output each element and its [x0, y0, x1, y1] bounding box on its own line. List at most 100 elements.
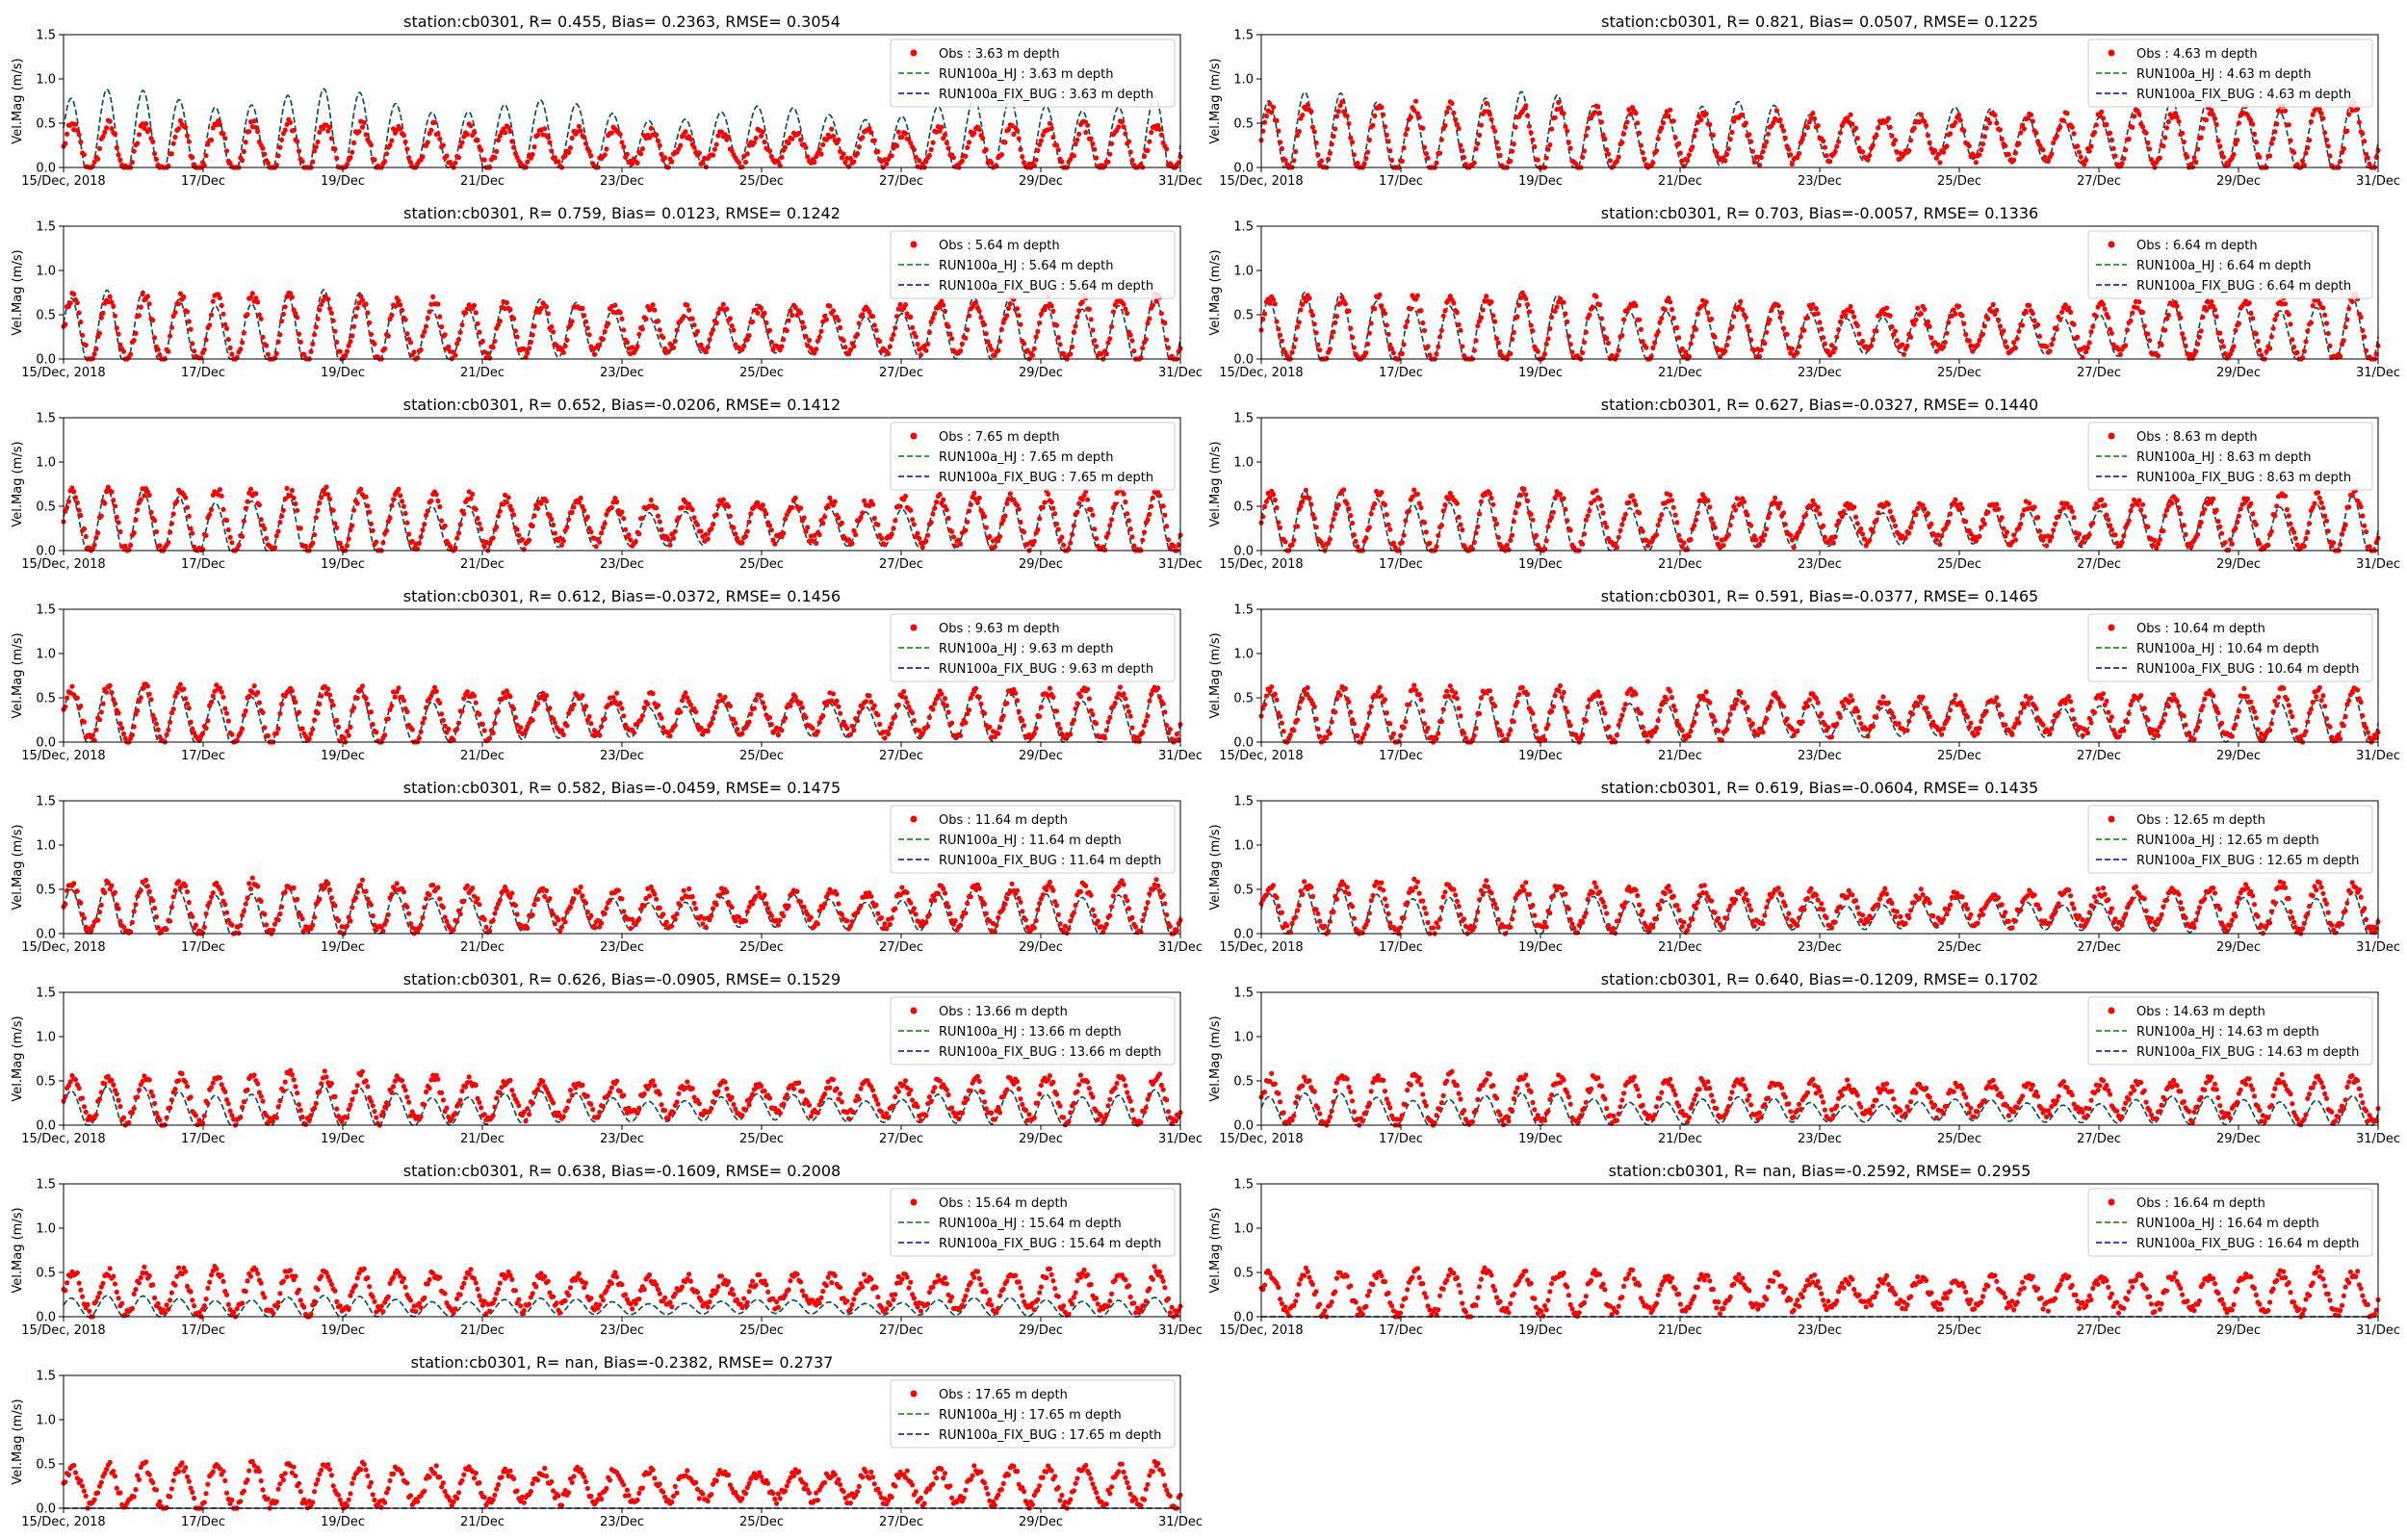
- obs-point: [2051, 140, 2057, 145]
- obs-point: [1333, 320, 1338, 325]
- obs-point: [1725, 146, 1731, 152]
- obs-point: [240, 158, 246, 164]
- obs-point: [1355, 732, 1360, 739]
- obs-point: [910, 710, 916, 716]
- obs-point: [982, 514, 988, 520]
- obs-point: [1514, 699, 1520, 706]
- obs-point: [2231, 151, 2237, 158]
- obs-point: [2130, 310, 2135, 316]
- obs-point: [525, 159, 531, 165]
- obs-point: [2100, 116, 2107, 121]
- obs-point: [368, 709, 374, 715]
- obs-point: [937, 491, 943, 498]
- obs-point: [860, 510, 866, 516]
- obs-point: [1088, 136, 1094, 141]
- obs-point: [1686, 152, 1692, 158]
- obs-point: [256, 700, 262, 706]
- obs-point: [459, 140, 465, 145]
- obs-point: [332, 146, 338, 152]
- obs-point: [606, 321, 611, 326]
- obs-point: [2363, 528, 2369, 535]
- obs-point: [2219, 338, 2225, 345]
- obs-point: [2104, 121, 2109, 128]
- obs-point: [895, 702, 901, 708]
- obs-point: [2255, 339, 2261, 345]
- obs-point: [385, 333, 391, 339]
- obs-point: [1053, 521, 1060, 526]
- obs-point: [1014, 128, 1021, 134]
- obs-point: [588, 721, 594, 727]
- obs-point: [1031, 346, 1037, 351]
- obs-point: [1695, 510, 1700, 516]
- obs-point: [1637, 317, 1643, 322]
- obs-point: [1071, 717, 1076, 723]
- obs-point: [96, 330, 103, 336]
- obs-point: [1961, 128, 1967, 134]
- obs-point: [310, 341, 316, 346]
- obs-point: [560, 349, 566, 355]
- obs-point: [1437, 150, 1443, 156]
- obs-point: [966, 508, 972, 514]
- obs-point: [902, 493, 909, 500]
- obs-point: [768, 722, 774, 728]
- obs-point: [2318, 500, 2324, 505]
- obs-point: [1389, 157, 1395, 164]
- obs-point: [1073, 323, 1078, 329]
- obs-point: [2035, 515, 2041, 521]
- obs-point: [1686, 353, 1692, 359]
- obs-point: [1473, 146, 1479, 152]
- obs-point: [816, 720, 822, 726]
- obs-point: [1804, 124, 1811, 130]
- obs-point: [1307, 496, 1312, 501]
- obs-point: [2020, 322, 2026, 328]
- obs-point: [1884, 305, 1890, 311]
- obs-point: [1278, 140, 1283, 145]
- obs-point: [1048, 303, 1054, 309]
- obs-point: [1925, 319, 1930, 324]
- x-tick-label: 25/Dec: [739, 749, 784, 763]
- obs-point: [902, 302, 909, 308]
- obs-point: [1038, 705, 1044, 710]
- obs-point: [1333, 511, 1338, 517]
- obs-point: [617, 132, 623, 138]
- obs-point: [1765, 131, 1772, 137]
- obs-point: [2109, 137, 2114, 143]
- obs-point: [1458, 522, 1463, 527]
- obs-point: [1598, 316, 1604, 321]
- obs-point: [941, 302, 946, 308]
- obs-point: [1143, 718, 1149, 724]
- obs-point: [2213, 507, 2219, 513]
- obs-point: [645, 701, 651, 707]
- obs-point: [497, 508, 503, 514]
- obs-point: [1985, 316, 1991, 321]
- obs-point: [679, 504, 686, 510]
- obs-point: [1997, 323, 2003, 329]
- y-axis-label: Vel.Mag (m/s): [1208, 249, 1223, 335]
- obs-point: [1145, 517, 1151, 523]
- obs-point: [1870, 529, 1876, 535]
- obs-point: [836, 704, 841, 709]
- obs-point: [295, 507, 300, 513]
- obs-point: [1668, 299, 1673, 305]
- obs-point: [2341, 145, 2346, 152]
- obs-point: [1709, 516, 1715, 522]
- obs-point: [1421, 327, 1428, 333]
- obs-point: [2283, 493, 2289, 499]
- obs-point: [148, 697, 154, 703]
- obs-point: [959, 158, 966, 164]
- subplot-title: station:cb0301, R= 0.612, Bias=-0.0372, …: [403, 587, 841, 605]
- obs-point: [262, 725, 268, 731]
- obs-point: [346, 536, 351, 542]
- obs-point: [349, 523, 355, 528]
- obs-point: [1545, 336, 1551, 342]
- obs-point: [1767, 510, 1773, 516]
- obs-point: [1331, 134, 1336, 140]
- obs-point: [1136, 738, 1142, 744]
- obs-point: [2051, 336, 2057, 342]
- obs-point: [619, 509, 625, 515]
- obs-point: [543, 304, 550, 310]
- x-tick-label: 17/Dec: [181, 366, 225, 380]
- obs-point: [1141, 529, 1148, 535]
- obs-point: [1891, 141, 1897, 147]
